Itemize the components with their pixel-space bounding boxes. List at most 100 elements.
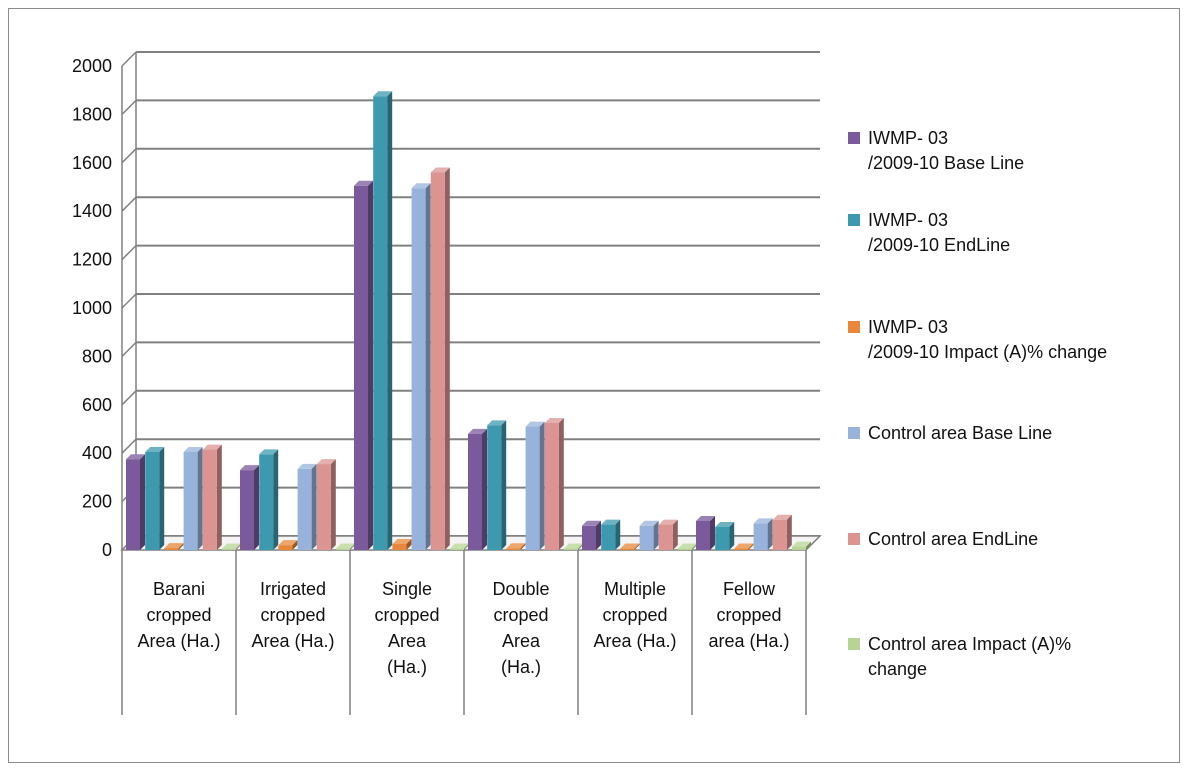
bar-top bbox=[278, 540, 298, 546]
bar bbox=[202, 449, 217, 550]
bar bbox=[544, 422, 559, 550]
category-label: Double croped Area (Ha.) bbox=[492, 579, 550, 677]
bar-side bbox=[292, 540, 298, 550]
y-tick-label: 1800 bbox=[72, 104, 112, 124]
bar bbox=[564, 548, 578, 550]
bar-top bbox=[715, 522, 735, 528]
legend-item: IWMP- 03 /2009-10 EndLine bbox=[848, 208, 1010, 258]
bar-top bbox=[373, 91, 393, 97]
bar bbox=[354, 185, 368, 551]
bar bbox=[259, 454, 274, 550]
legend-swatch bbox=[848, 132, 860, 144]
bar bbox=[126, 459, 140, 550]
gridline-depth bbox=[121, 438, 137, 454]
y-tick-label: 1400 bbox=[72, 201, 112, 221]
y-tick-label: 600 bbox=[82, 395, 112, 415]
bar bbox=[316, 464, 331, 550]
bar-top bbox=[658, 519, 678, 525]
bar-top bbox=[392, 538, 412, 544]
bar-side bbox=[578, 543, 583, 550]
bar-top bbox=[183, 446, 203, 452]
legend-item: Control area EndLine bbox=[848, 527, 1038, 552]
bar-side bbox=[482, 428, 487, 550]
bar-side bbox=[140, 454, 145, 550]
bar bbox=[678, 548, 692, 550]
bar bbox=[278, 545, 293, 550]
bar-side bbox=[197, 446, 203, 550]
bar-side bbox=[425, 183, 431, 550]
legend-item: IWMP- 03 /2009-10 Base Line bbox=[848, 126, 1024, 176]
bar bbox=[601, 524, 616, 550]
legend-swatch bbox=[848, 427, 860, 439]
bar-top bbox=[620, 543, 640, 549]
bar-top bbox=[734, 543, 754, 549]
bar bbox=[373, 96, 388, 550]
bar bbox=[792, 546, 806, 550]
legend-swatch bbox=[848, 321, 860, 333]
bar-top bbox=[487, 420, 507, 426]
bar-side bbox=[254, 465, 259, 550]
bar-top bbox=[678, 543, 697, 549]
category-label: Fellow cropped area (Ha.) bbox=[708, 579, 790, 651]
gridline-depth bbox=[121, 245, 137, 261]
y-tick-label: 1000 bbox=[72, 298, 112, 318]
chart-frame bbox=[8, 8, 1180, 763]
bar-top bbox=[753, 518, 773, 524]
bar-top bbox=[430, 167, 450, 173]
gridline-depth bbox=[121, 148, 137, 164]
gridline-depth bbox=[121, 99, 137, 115]
bar-top bbox=[240, 465, 259, 471]
legend-swatch bbox=[848, 214, 860, 226]
gridline-depth bbox=[121, 390, 137, 406]
bar bbox=[145, 451, 160, 550]
gridline-depth bbox=[121, 196, 137, 212]
bar bbox=[468, 433, 482, 550]
bar-side bbox=[786, 514, 792, 550]
y-tick-label: 200 bbox=[82, 492, 112, 512]
bar bbox=[183, 451, 198, 550]
bar-side bbox=[178, 543, 184, 550]
bar-top bbox=[126, 454, 145, 460]
gridline-depth bbox=[121, 293, 137, 309]
legend-item: IWMP- 03 /2009-10 Impact (A)% change bbox=[848, 315, 1107, 365]
bar bbox=[734, 548, 749, 550]
bar-side bbox=[692, 543, 697, 550]
bar bbox=[506, 548, 521, 550]
bar-side bbox=[729, 522, 735, 550]
bar bbox=[753, 523, 768, 550]
y-tick-label: 1600 bbox=[72, 153, 112, 173]
bar bbox=[772, 519, 787, 550]
bar-top bbox=[506, 543, 526, 549]
bar bbox=[240, 470, 254, 550]
bar-top bbox=[468, 428, 487, 434]
bar bbox=[336, 548, 350, 550]
bar bbox=[450, 548, 464, 550]
bar-side bbox=[216, 444, 222, 550]
bar bbox=[164, 548, 179, 550]
legend-label: IWMP- 03 /2009-10 EndLine bbox=[868, 210, 1011, 255]
bar-top bbox=[297, 463, 317, 469]
bar bbox=[392, 543, 407, 550]
legend-item: Control area Impact (A)% change bbox=[848, 632, 1071, 682]
bar-side bbox=[501, 420, 507, 550]
bar bbox=[658, 524, 673, 550]
bar bbox=[222, 548, 236, 550]
bar-side bbox=[350, 543, 355, 550]
bar-side bbox=[368, 180, 373, 551]
bar-top bbox=[582, 520, 601, 526]
bar bbox=[620, 548, 635, 550]
legend-label: Control area Base Line bbox=[868, 423, 1053, 443]
bar-side bbox=[520, 543, 526, 550]
bar-top bbox=[222, 543, 241, 549]
legend-label: IWMP- 03 /2009-10 Impact (A)% change bbox=[868, 317, 1108, 362]
legend-label: IWMP- 03 /2009-10 Base Line bbox=[868, 128, 1025, 173]
bar-side bbox=[806, 541, 811, 550]
bar-top bbox=[601, 519, 621, 525]
category-label: Single cropped Area (Ha.) bbox=[374, 579, 440, 677]
bar-top bbox=[792, 541, 811, 547]
bar-top bbox=[336, 543, 355, 549]
bar bbox=[696, 520, 710, 550]
bar bbox=[582, 525, 596, 550]
bar-top bbox=[564, 543, 583, 549]
bar-side bbox=[444, 167, 450, 551]
